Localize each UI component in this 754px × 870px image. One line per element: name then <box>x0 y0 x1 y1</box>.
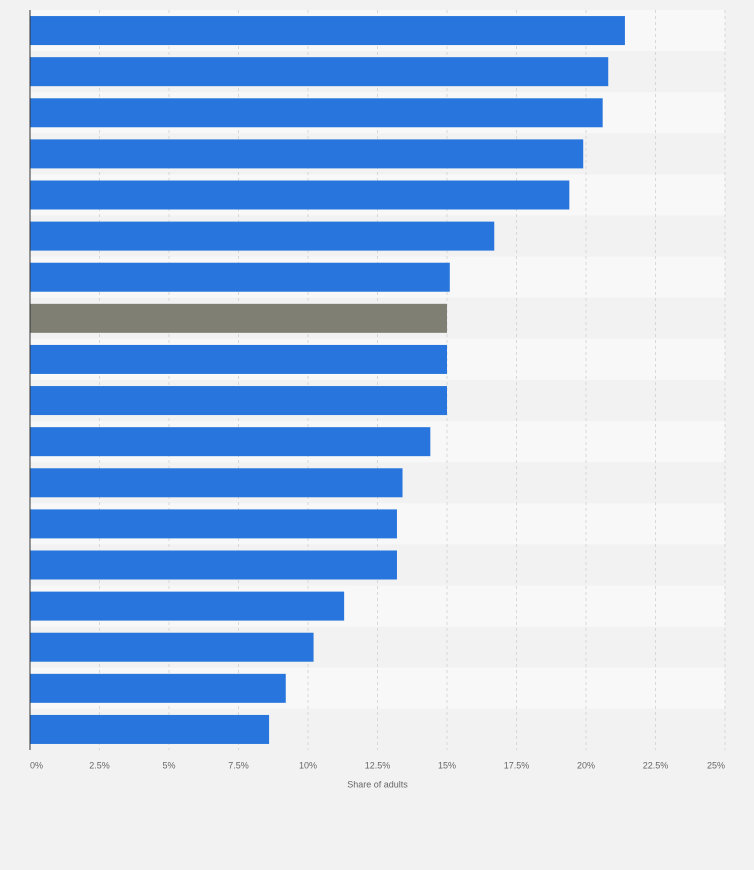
x-tick-label: 15% <box>438 760 456 770</box>
x-tick-label: 17.5% <box>504 760 530 770</box>
x-tick-label: 5% <box>162 760 175 770</box>
bar <box>30 550 397 580</box>
bar <box>30 180 570 210</box>
bar <box>30 139 584 169</box>
bar <box>30 98 603 128</box>
x-tick-label: 7.5% <box>228 760 249 770</box>
bar <box>30 344 447 374</box>
bar <box>30 632 314 662</box>
bar <box>30 427 431 457</box>
bar <box>30 221 495 251</box>
bar <box>30 386 447 416</box>
x-tick-label: 22.5% <box>643 760 669 770</box>
bar <box>30 57 609 87</box>
bar <box>30 468 403 498</box>
x-tick-label: 25% <box>707 760 725 770</box>
bar <box>30 262 450 292</box>
bar <box>30 303 447 333</box>
bar <box>30 16 625 46</box>
bar <box>30 714 270 744</box>
bar <box>30 509 397 539</box>
x-tick-label: 20% <box>577 760 595 770</box>
x-tick-label: 12.5% <box>365 760 391 770</box>
x-tick-label: 2.5% <box>89 760 110 770</box>
x-tick-label: 10% <box>299 760 317 770</box>
bar <box>30 673 286 703</box>
bar <box>30 591 345 621</box>
x-axis-label: Share of adults <box>347 779 408 789</box>
x-tick-label: 0% <box>30 760 43 770</box>
